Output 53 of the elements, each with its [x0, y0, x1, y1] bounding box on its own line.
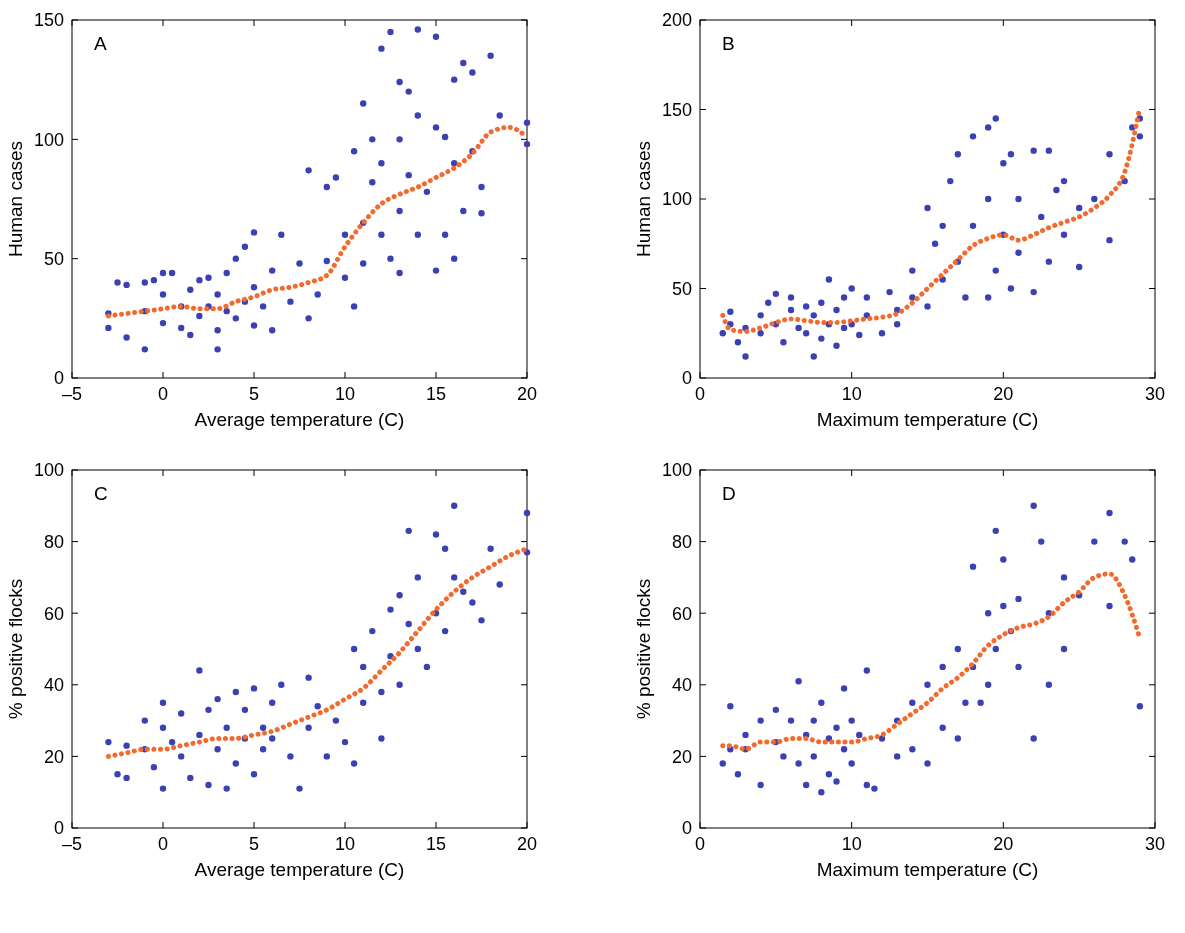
- y-tick-label: 0: [681, 818, 692, 839]
- x-tick-label: 20: [516, 834, 538, 854]
- x-tick-label: 20: [993, 834, 1014, 854]
- annotation: B: [722, 33, 735, 54]
- x-tick-label: 15: [425, 834, 447, 854]
- x-tick-label: –5: [61, 384, 83, 404]
- y-axis-title: % positive flocks: [5, 578, 26, 720]
- x-tick-label: 20: [993, 384, 1014, 404]
- annotation: D: [722, 483, 736, 504]
- annotation: C: [94, 483, 108, 504]
- x-tick-label: 30: [1144, 834, 1166, 854]
- y-tick-label: 80: [671, 531, 692, 552]
- y-tick-label: 100: [661, 460, 692, 481]
- y-tick-label: 100: [33, 460, 64, 481]
- x-tick-label: 10: [334, 384, 356, 404]
- y-tick-label: 20: [43, 746, 64, 767]
- x-tick-label: 0: [694, 834, 706, 854]
- y-tick-label: 0: [53, 368, 64, 389]
- x-tick-label: 20: [516, 384, 538, 404]
- x-axis-title: Maximum temperature (C): [816, 859, 1039, 880]
- y-axis-title: Human cases: [633, 140, 654, 258]
- y-tick-label: 100: [33, 129, 64, 150]
- x-axis-title: Average temperature (C): [194, 409, 405, 430]
- x-axis-title: Maximum temperature (C): [816, 409, 1039, 430]
- y-tick-label: 50: [43, 248, 64, 269]
- y-tick-label: 0: [53, 818, 64, 839]
- y-tick-label: 0: [681, 368, 692, 389]
- y-axis-title: Human cases: [5, 140, 26, 258]
- y-tick-label: 60: [671, 603, 692, 624]
- x-tick-label: 10: [841, 384, 862, 404]
- x-tick-label: 0: [694, 384, 706, 404]
- y-tick-label: 150: [661, 99, 692, 120]
- y-tick-label: 40: [43, 675, 64, 696]
- x-tick-label: 5: [248, 834, 260, 854]
- x-tick-label: 5: [248, 384, 260, 404]
- x-tick-label: 10: [841, 834, 862, 854]
- x-tick-label: –5: [61, 834, 83, 854]
- y-tick-label: 60: [43, 603, 64, 624]
- x-tick-label: 10: [334, 834, 356, 854]
- y-axis-title: % positive flocks: [633, 578, 654, 720]
- x-tick-label: 0: [157, 384, 169, 404]
- y-tick-label: 80: [43, 531, 64, 552]
- y-tick-label: 150: [33, 10, 64, 31]
- annotation: A: [94, 33, 107, 54]
- y-tick-label: 100: [661, 189, 692, 210]
- y-tick-label: 20: [671, 746, 692, 767]
- x-tick-label: 30: [1144, 384, 1166, 404]
- x-tick-label: 0: [157, 834, 169, 854]
- y-tick-label: 40: [671, 675, 692, 696]
- y-tick-label: 200: [661, 10, 692, 31]
- y-tick-label: 50: [671, 278, 692, 299]
- x-axis-title: Average temperature (C): [194, 859, 405, 880]
- x-tick-label: 15: [425, 384, 447, 404]
